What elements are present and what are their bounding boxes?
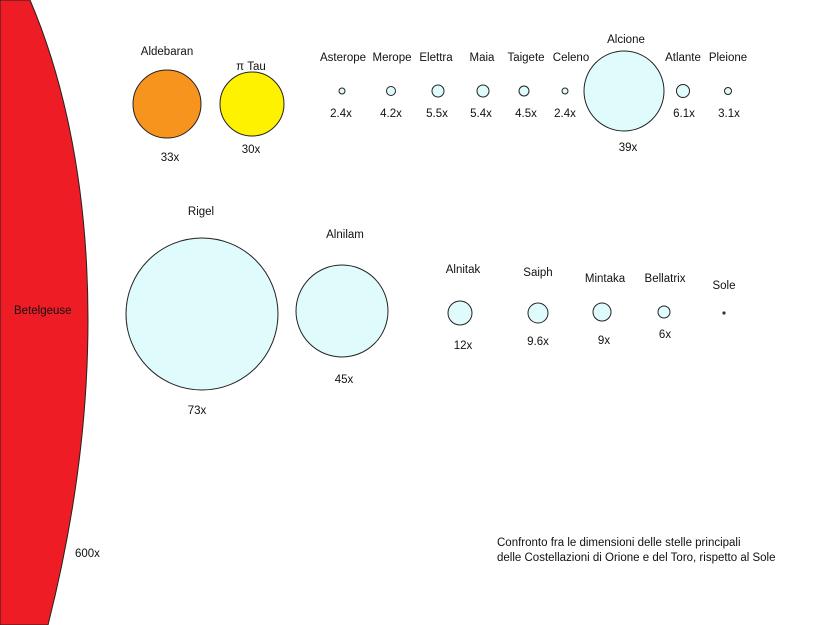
bellatrix-label: Bellatrix [645, 273, 686, 285]
taigete-circle [518, 85, 530, 97]
pi-tau-ratio: 30x [242, 144, 261, 156]
alnilam-ratio: 45x [335, 374, 354, 386]
sole-label: Sole [712, 280, 735, 292]
caption-line-1: Confronto fra le dimensioni delle stelle… [497, 537, 741, 549]
mintaka-circle [592, 302, 612, 322]
pi-tau-circle [219, 71, 285, 137]
rigel-label: Rigel [188, 206, 214, 218]
taigete-ratio: 4.5x [515, 108, 537, 120]
mintaka-ratio: 9x [598, 335, 610, 347]
asterope-circle [338, 87, 346, 95]
elettra-circle [431, 84, 445, 98]
rigel-ratio: 73x [188, 405, 207, 417]
atlante-label: Atlante [665, 52, 701, 64]
saiph-ratio: 9.6x [527, 336, 549, 348]
bellatrix-ratio: 6x [659, 329, 671, 341]
betelgeuse-ratio: 600x [75, 548, 100, 560]
maia-ratio: 5.4x [470, 108, 492, 120]
betelgeuse-label: Betelgeuse [14, 305, 72, 317]
alcione-ratio: 39x [619, 142, 638, 154]
pleione-label: Pleione [709, 52, 747, 64]
pleione-circle [724, 87, 732, 95]
caption-line-2: delle Costellazioni di Orione e del Toro… [497, 552, 776, 564]
aldebaran-label: Aldebaran [141, 46, 193, 58]
betelgeuse-circle [0, 0, 89, 625]
elettra-ratio: 5.5x [426, 108, 448, 120]
aldebaran-ratio: 33x [161, 152, 180, 164]
alnitak-circle [447, 300, 473, 326]
maia-circle [476, 84, 490, 98]
asterope-ratio: 2.4x [330, 108, 352, 120]
maia-label: Maia [470, 52, 496, 64]
merope-label: Merope [373, 52, 412, 64]
atlante-circle [676, 84, 690, 98]
atlante-ratio: 6.1x [673, 108, 695, 120]
merope-circle [386, 86, 396, 96]
mintaka-label: Mintaka [585, 273, 626, 285]
celeno-label: Celeno [553, 52, 589, 64]
celeno-circle [561, 87, 569, 95]
alcione-label: Alcione [607, 34, 645, 46]
elettra-label: Elettra [419, 52, 453, 64]
pi-tau-label: π Tau [236, 61, 266, 73]
alnitak-ratio: 12x [454, 340, 473, 352]
saiph-label: Saiph [523, 267, 552, 279]
aldebaran-circle [132, 69, 202, 139]
sole-circle [722, 311, 726, 315]
alcione-circle [583, 50, 665, 132]
bellatrix-circle [657, 305, 671, 319]
saiph-circle [527, 302, 549, 324]
taigete-label: Taigete [507, 52, 544, 64]
alnilam-label: Alnilam [326, 229, 364, 241]
pleione-ratio: 3.1x [718, 108, 740, 120]
celeno-ratio: 2.4x [554, 108, 576, 120]
asterope-label: Asterope [320, 52, 366, 64]
alnilam-circle [295, 264, 389, 358]
alnitak-label: Alnitak [446, 264, 481, 276]
merope-ratio: 4.2x [380, 108, 402, 120]
rigel-circle [125, 237, 279, 391]
